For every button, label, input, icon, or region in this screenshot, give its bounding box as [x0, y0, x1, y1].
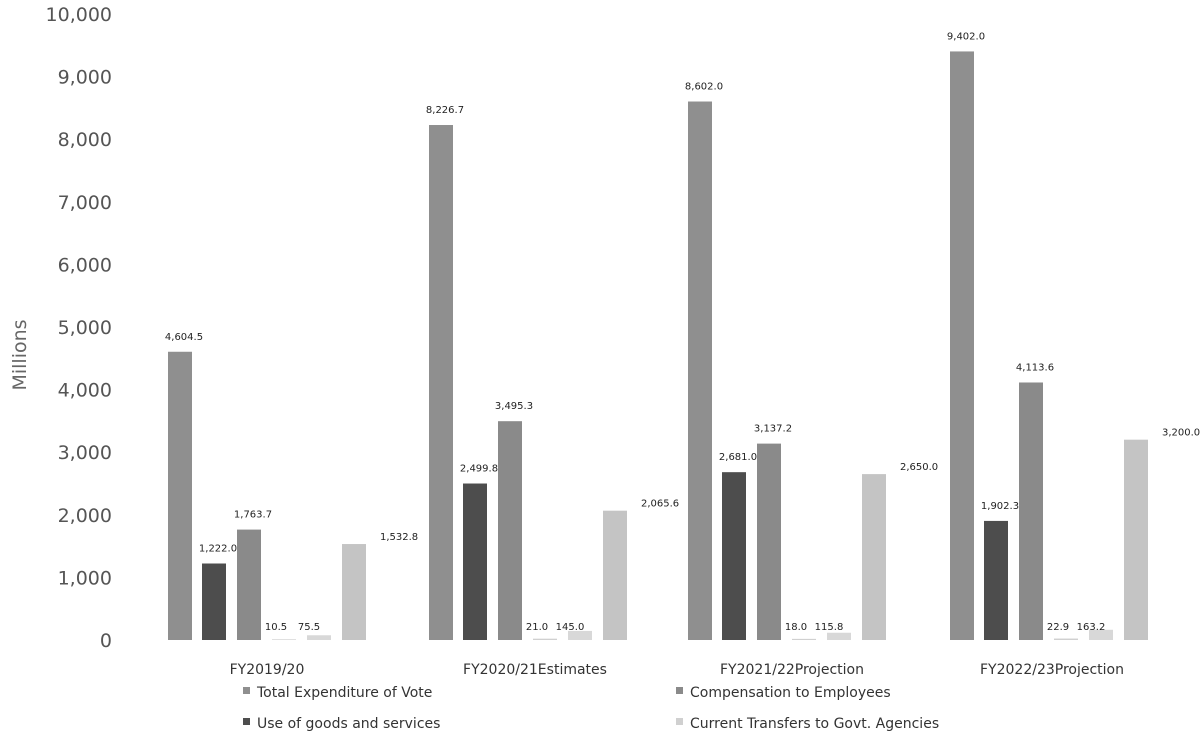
- data-label: 163.2: [1077, 622, 1106, 633]
- legend-label: Use of goods and services: [257, 716, 440, 732]
- data-label: 21.0: [526, 622, 548, 633]
- data-label: 1,532.8: [380, 532, 418, 543]
- y-axis-label: Millions: [9, 319, 31, 390]
- data-label: 1,222.0: [199, 544, 237, 555]
- data-label: 2,065.6: [641, 499, 679, 510]
- data-label: 2,681.0: [719, 452, 757, 463]
- bar: [237, 529, 261, 640]
- legend-label: Total Expenditure of Vote: [256, 685, 432, 701]
- x-tick-label: FY2022/23Projection: [980, 662, 1124, 678]
- data-label: 9,402.0: [947, 31, 985, 42]
- bar: [950, 51, 974, 640]
- data-label: 1,763.7: [234, 510, 272, 521]
- x-tick-label: FY2020/21Estimates: [463, 662, 607, 678]
- y-tick-label: 6,000: [58, 254, 112, 276]
- y-tick-label: 0: [100, 630, 112, 652]
- bar: [1054, 638, 1078, 640]
- bar: [722, 472, 746, 640]
- bar: [1089, 629, 1113, 640]
- bar: [827, 632, 851, 640]
- legend-swatch: [243, 687, 250, 694]
- y-tick-label: 9,000: [58, 67, 112, 89]
- y-tick-label: 7,000: [58, 192, 112, 214]
- y-tick-label: 10,000: [46, 4, 112, 26]
- data-labels: 4,604.5 1,222.0 1,763.7 10.5 75.5 1,532.8 8,22…: [165, 31, 1200, 633]
- data-label: 115.8: [815, 622, 844, 633]
- bar: [1124, 439, 1148, 640]
- bar: [984, 520, 1008, 640]
- legend-label: Compensation to Employees: [690, 685, 891, 701]
- bar: [792, 638, 816, 640]
- data-label: 75.5: [298, 622, 320, 633]
- data-label: 2,499.8: [460, 464, 498, 475]
- data-label: 145.0: [556, 622, 585, 633]
- y-tick-label: 5,000: [58, 317, 112, 339]
- bar: [463, 483, 487, 640]
- bar: [757, 443, 781, 640]
- data-label: 18.0: [785, 622, 807, 633]
- x-tick-label: FY2019/20: [230, 662, 305, 678]
- legend: Total Expenditure of Vote Use of goods an…: [243, 685, 939, 732]
- data-label: 22.9: [1047, 622, 1069, 633]
- data-label: 4,604.5: [165, 332, 203, 343]
- bar: [568, 630, 592, 640]
- bar: [533, 638, 557, 640]
- bar: [603, 510, 627, 640]
- data-label: 2,650.0: [900, 462, 938, 473]
- y-tick-label: 1,000: [58, 567, 112, 589]
- data-label: 3,137.2: [754, 424, 792, 435]
- bar: [429, 125, 453, 640]
- bar: [688, 101, 712, 641]
- data-label: 1,902.3: [981, 501, 1019, 512]
- y-tick-label: 4,000: [58, 380, 112, 402]
- x-axis: FY2019/20 FY2020/21Estimates FY2021/22Proj…: [230, 662, 1124, 678]
- data-label: 10.5: [265, 622, 287, 633]
- data-label: 3,200.0: [1162, 428, 1200, 439]
- data-label: 8,226.7: [426, 105, 464, 116]
- bar: [168, 351, 192, 640]
- legend-swatch: [676, 687, 683, 694]
- y-tick-label: 8,000: [58, 129, 112, 151]
- legend-label: Current Transfers to Govt. Agencies: [690, 716, 939, 732]
- legend-swatch: [243, 718, 250, 725]
- bar: [862, 474, 886, 640]
- data-label: 3,495.3: [495, 401, 533, 412]
- bars: [168, 51, 1148, 641]
- data-label: 8,602.0: [685, 82, 723, 93]
- bar: [307, 635, 331, 640]
- data-label: 4,113.6: [1016, 362, 1054, 373]
- y-axis: 0 1,000 2,000 3,000 4,000 5,000 6,000 7,000 8,00…: [46, 4, 112, 652]
- legend-swatch: [676, 718, 683, 725]
- bar: [498, 421, 522, 640]
- y-tick-label: 3,000: [58, 442, 112, 464]
- bar: [342, 544, 366, 640]
- bar: [1019, 382, 1043, 640]
- bar: [202, 563, 226, 640]
- x-tick-label: FY2021/22Projection: [720, 662, 864, 678]
- bar: [272, 639, 296, 640]
- y-tick-label: 2,000: [58, 505, 112, 527]
